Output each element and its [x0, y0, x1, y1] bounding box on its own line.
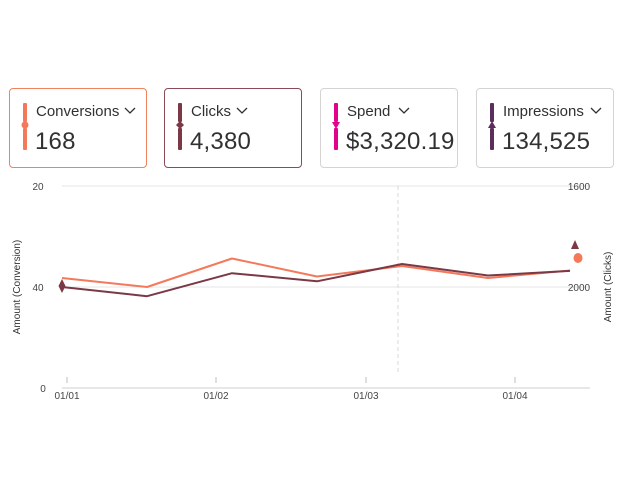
series-line-conversions[interactable] [61, 257, 571, 288]
chevron-down-icon[interactable] [123, 103, 137, 117]
series-color-bar [23, 103, 27, 122]
series-color-bar [490, 128, 494, 150]
circle-marker-icon [21, 121, 29, 129]
conversions-end-circle-marker [573, 253, 583, 263]
impressions-triangle-marker [571, 240, 579, 249]
metric-card-spend[interactable]: Spend $3,320.19 [320, 88, 458, 168]
metric-card-conversions[interactable]: Conversions 168 [9, 88, 147, 168]
clicks-start-diamond-marker [58, 279, 66, 293]
left-axis-tick: 40 [32, 283, 44, 294]
x-axis-tick-label: 01/03 [353, 391, 378, 402]
left-axis-tick: 20 [32, 182, 44, 193]
metric-value: $3,320.19 [346, 128, 455, 155]
series-layer [61, 257, 571, 298]
left-axis-tick: 0 [40, 384, 46, 395]
chevron-down-icon[interactable] [397, 103, 411, 117]
metric-label: Conversions [36, 103, 120, 120]
chevron-down-icon[interactable] [589, 103, 603, 117]
series-color-bar [178, 128, 182, 150]
right-axis-tick: 1600 [568, 182, 591, 193]
metric-value: 168 [35, 128, 76, 155]
x-axis-tick-label: 01/01 [54, 391, 79, 402]
metric-card-clicks[interactable]: Clicks 4,380 [164, 88, 302, 168]
metric-label: Clicks [191, 103, 231, 120]
left-axis-title: Amount (Conversion) [12, 240, 23, 334]
series-color-bar [334, 128, 338, 150]
series-line-clicks[interactable] [61, 263, 571, 298]
series-color-bar [23, 128, 27, 150]
chevron-down-icon[interactable] [235, 103, 249, 117]
x-axis-tick-label: 01/04 [502, 391, 527, 402]
series-color-bar [334, 103, 338, 122]
x-axis-tick-label: 01/02 [203, 391, 228, 402]
metric-label: Spend [347, 103, 391, 120]
x-axis: 01/01 01/02 01/03 01/04 [54, 377, 528, 402]
right-axis-title: Amount (Clicks) [603, 252, 614, 323]
triangle-down-marker-icon [332, 122, 340, 129]
triangle-up-marker-icon [488, 121, 496, 128]
series-color-bar [490, 103, 494, 122]
diamond-marker-icon [176, 121, 184, 129]
metric-value: 4,380 [190, 128, 252, 155]
series-color-bar [178, 103, 182, 122]
metric-label: Impressions [503, 103, 584, 120]
right-axis-tick: 2000 [568, 283, 591, 294]
metric-card-impressions[interactable]: Impressions 134,525 [476, 88, 614, 168]
metric-value: 134,525 [502, 128, 591, 155]
